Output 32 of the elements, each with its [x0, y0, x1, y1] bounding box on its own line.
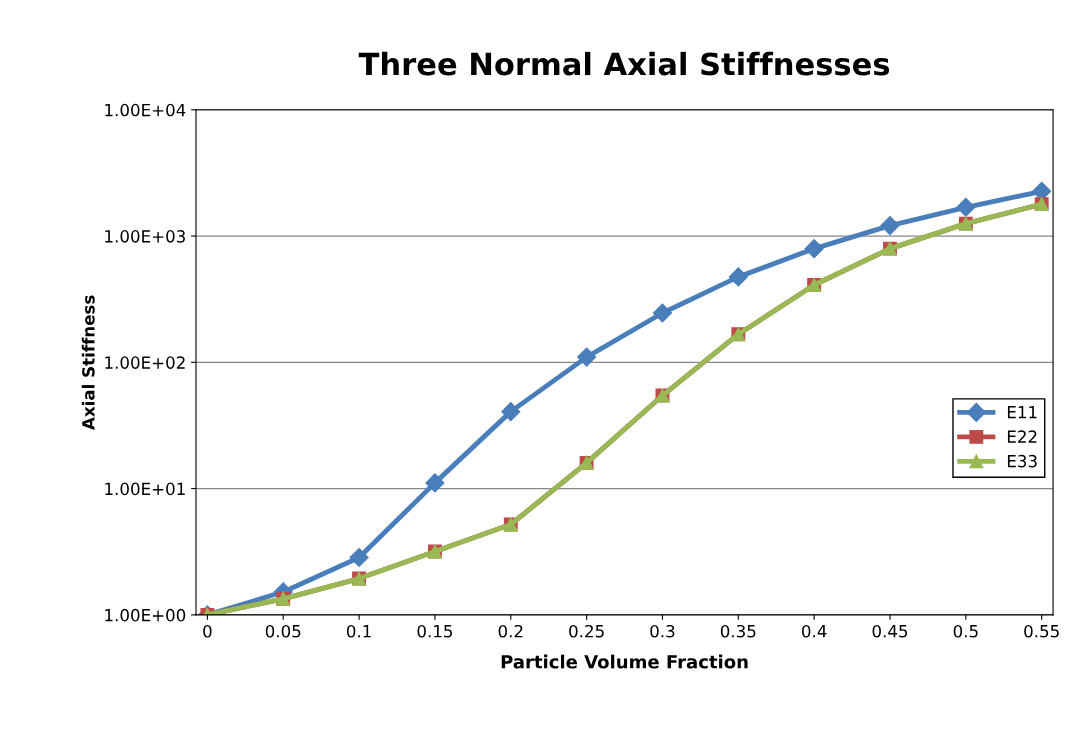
- x-tick-label: 0.45: [872, 624, 908, 638]
- point: [728, 267, 748, 287]
- chart-title: Three Normal Axial Stiffnesses: [358, 51, 890, 76]
- point: [652, 303, 672, 323]
- x-tick-label: 0.2: [498, 624, 523, 638]
- x-tick-label: 0.25: [569, 624, 604, 638]
- y-tick-label: 1.00E+01: [105, 482, 185, 496]
- y-tick-label: 1.00E+00: [105, 608, 186, 622]
- legend-label: E11: [1007, 406, 1037, 419]
- point: [501, 402, 521, 422]
- x-tick-label: 0.4: [802, 624, 827, 638]
- x-axis-title: Particle Volume Fraction: [501, 654, 748, 669]
- point: [804, 239, 824, 259]
- point: [577, 347, 597, 367]
- legend-label: E22: [1007, 430, 1037, 443]
- point: [880, 216, 900, 236]
- point: [349, 547, 369, 567]
- x-tick-label: 0: [203, 624, 212, 638]
- x-tick-label: 0.1: [346, 624, 371, 638]
- point: [425, 473, 445, 493]
- legend-label: E33: [1007, 454, 1037, 468]
- y-axis-title: Axial Stiffness: [81, 295, 95, 430]
- y-tick-label: 1.00E+02: [105, 356, 185, 369]
- x-tick-label: 0.15: [417, 624, 453, 638]
- y-tick-label: 1.00E+04: [105, 103, 186, 117]
- x-tick-label: 0.3: [650, 624, 675, 638]
- x-tick-label: 0.05: [265, 624, 301, 638]
- point: [956, 197, 976, 217]
- x-tick-label: 0.5: [953, 624, 978, 638]
- x-tick-label: 0.55: [1024, 624, 1059, 638]
- y-tick-label: 1.00E+03: [105, 230, 185, 243]
- x-tick-label: 0.35: [720, 624, 756, 638]
